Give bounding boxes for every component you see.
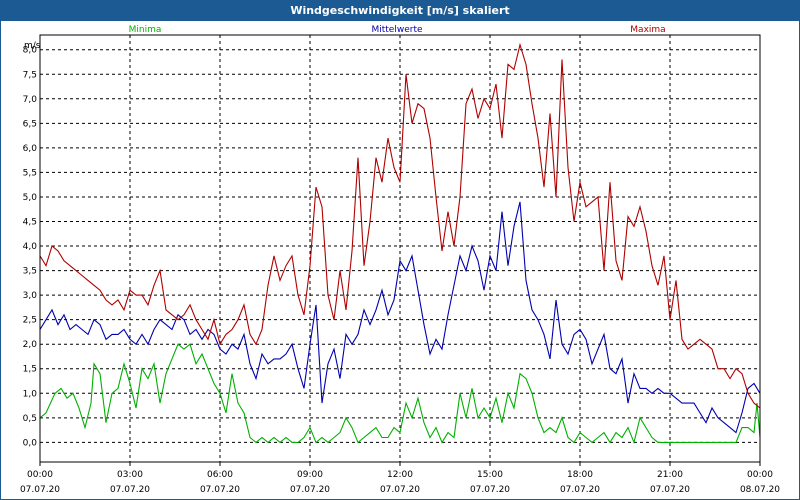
y-tick-label: 0,0 <box>23 438 38 448</box>
x-tick-time-label: 03:00 <box>117 470 143 480</box>
plot-area-border <box>39 34 761 463</box>
x-tick-time-label: 00:00 <box>747 470 773 480</box>
y-tick-label: 1,0 <box>23 389 38 399</box>
y-tick-label: 4,0 <box>23 242 38 252</box>
x-tick-time-label: 12:00 <box>387 470 413 480</box>
x-tick-date-label: 07.07.20 <box>290 485 330 495</box>
grid-lines <box>40 35 760 462</box>
y-tick-label: 4,5 <box>23 218 37 228</box>
y-tick-label: 5,0 <box>23 193 38 203</box>
series-line-maxima <box>39 42 761 409</box>
y-axis-unit-label: m/s <box>24 41 41 51</box>
y-tick-label: 5,5 <box>23 168 37 178</box>
y-tick-label: 6,0 <box>23 144 38 154</box>
x-tick-date-label: 07.07.20 <box>650 485 690 495</box>
y-tick-label: 1,5 <box>23 365 37 375</box>
y-tick-label: 0,5 <box>23 414 37 424</box>
legend-entry-maxima: Maxima <box>630 25 665 35</box>
x-tick-date-label: 07.07.20 <box>20 485 60 495</box>
y-tick-label: 2,5 <box>23 316 37 326</box>
series-line-minima <box>39 343 761 445</box>
x-tick-time-label: 15:00 <box>477 470 503 480</box>
y-tick-label: 3,0 <box>23 291 38 301</box>
x-tick-date-label: 07.07.20 <box>470 485 510 495</box>
y-tick-label: 7,5 <box>23 70 37 80</box>
x-tick-date-label: 07.07.20 <box>560 485 600 495</box>
legend: Minima Mittelwerte Maxima <box>129 25 666 35</box>
legend-entry-minima: Minima <box>129 25 162 35</box>
y-tick-label: 2,0 <box>23 340 38 350</box>
x-tick-time-label: 00:00 <box>27 470 53 480</box>
x-tick-date-label: 07.07.20 <box>110 485 150 495</box>
x-tick-time-label: 18:00 <box>567 470 593 480</box>
x-tick-time-label: 09:00 <box>297 470 323 480</box>
y-tick-label: 3,5 <box>23 267 37 277</box>
x-tick-time-label: 06:00 <box>207 470 233 480</box>
x-tick-date-label: 07.07.20 <box>200 485 240 495</box>
data-series <box>39 42 761 445</box>
x-tick-date-label: 08.07.20 <box>740 485 780 495</box>
series-line-mittelwerte <box>39 201 761 434</box>
y-tick-label: 8,0 <box>23 46 38 56</box>
legend-entry-mittelwerte: Mittelwerte <box>371 25 422 35</box>
chart-title: Windgeschwindigkeit [m/s] skaliert <box>1 1 799 21</box>
y-tick-label: 6,5 <box>23 119 37 129</box>
y-axis-tick-labels: 0,0 0,5 1,0 1,5 2,0 2,5 3,0 3,5 4,0 4,5 5,0 5,5 6,0 6… <box>23 46 38 449</box>
x-axis-tick-labels: 00:00 07.07.20 03:00 07.07.20 06:00 07.07.20 0… <box>20 462 780 495</box>
x-tick-time-label: 21:00 <box>657 470 683 480</box>
x-tick-date-label: 07.07.20 <box>380 485 420 495</box>
y-tick-label: 7,0 <box>23 95 38 105</box>
